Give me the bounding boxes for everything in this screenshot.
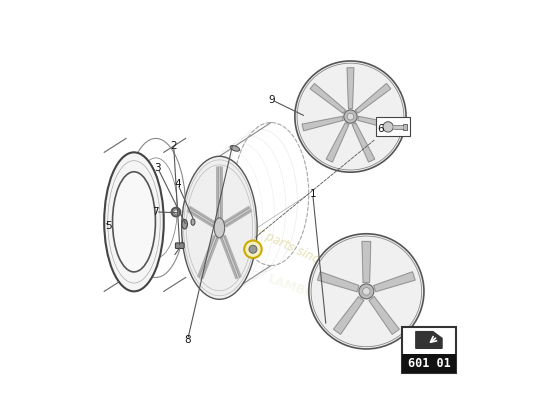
Text: 1: 1 xyxy=(310,189,316,199)
Ellipse shape xyxy=(113,172,156,272)
Text: 7: 7 xyxy=(152,207,159,217)
FancyBboxPatch shape xyxy=(403,124,407,130)
Polygon shape xyxy=(310,84,345,113)
Text: LAMBORGHINI: LAMBORGHINI xyxy=(266,272,364,318)
FancyBboxPatch shape xyxy=(402,327,456,373)
FancyBboxPatch shape xyxy=(376,117,410,136)
Ellipse shape xyxy=(104,152,164,291)
Polygon shape xyxy=(326,123,349,162)
Text: 601 01: 601 01 xyxy=(408,357,450,370)
Ellipse shape xyxy=(230,146,240,151)
Circle shape xyxy=(344,110,357,123)
Polygon shape xyxy=(352,123,375,162)
Text: 5: 5 xyxy=(106,221,112,231)
Ellipse shape xyxy=(174,210,178,214)
Polygon shape xyxy=(347,68,354,108)
Bar xyxy=(402,354,456,373)
Ellipse shape xyxy=(191,219,195,225)
Circle shape xyxy=(244,240,262,258)
Polygon shape xyxy=(374,272,415,292)
Text: 2: 2 xyxy=(170,141,177,151)
Polygon shape xyxy=(358,116,399,131)
Circle shape xyxy=(347,113,354,120)
Circle shape xyxy=(383,122,393,132)
Text: 3: 3 xyxy=(155,163,161,173)
Circle shape xyxy=(362,288,370,295)
Ellipse shape xyxy=(309,234,424,349)
Ellipse shape xyxy=(295,61,406,172)
Text: 8: 8 xyxy=(184,335,191,345)
Ellipse shape xyxy=(182,220,188,229)
Polygon shape xyxy=(333,297,364,334)
Polygon shape xyxy=(369,297,399,334)
Polygon shape xyxy=(355,84,390,113)
Polygon shape xyxy=(416,332,442,348)
Ellipse shape xyxy=(172,208,180,216)
Text: a passion for parts since 1995: a passion for parts since 1995 xyxy=(191,196,359,283)
FancyBboxPatch shape xyxy=(175,243,184,248)
Text: 4: 4 xyxy=(174,179,181,189)
Text: 6: 6 xyxy=(377,124,383,134)
Circle shape xyxy=(359,284,374,299)
Polygon shape xyxy=(362,242,371,282)
Circle shape xyxy=(249,245,257,253)
Ellipse shape xyxy=(182,156,257,299)
Ellipse shape xyxy=(214,218,224,238)
Polygon shape xyxy=(317,272,359,292)
Polygon shape xyxy=(302,116,343,131)
Text: 9: 9 xyxy=(268,95,275,105)
